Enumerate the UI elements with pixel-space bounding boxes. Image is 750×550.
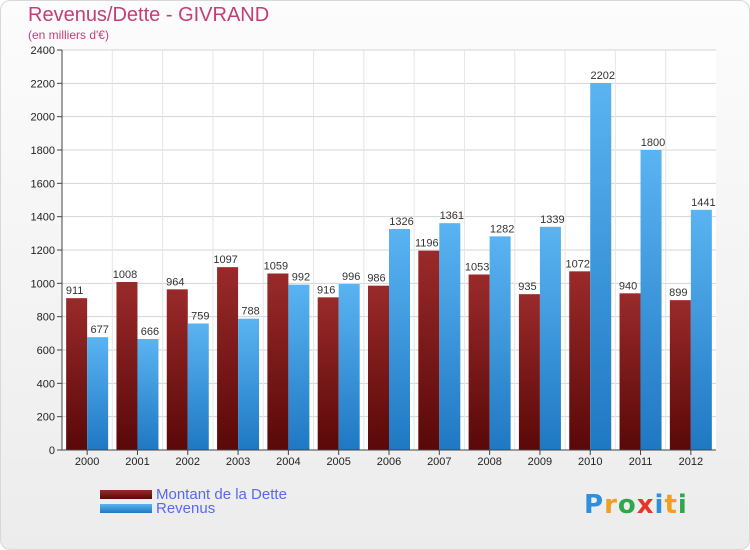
bar-revenue bbox=[489, 236, 511, 450]
legend-label-revenue: Revenus bbox=[156, 499, 216, 517]
y-tick-label: 1800 bbox=[31, 145, 55, 157]
legend-swatch-debt bbox=[100, 489, 152, 499]
logo-letter: x bbox=[636, 490, 655, 520]
data-label-revenue: 1326 bbox=[389, 216, 413, 228]
bar-debt bbox=[468, 274, 490, 450]
y-tick-label: 2000 bbox=[31, 112, 55, 124]
bar-debt bbox=[317, 297, 339, 450]
data-label-debt: 1059 bbox=[264, 261, 288, 273]
y-tick-label: 2400 bbox=[31, 45, 55, 57]
bar-revenue bbox=[640, 150, 662, 450]
data-label-debt: 986 bbox=[367, 273, 385, 285]
bar-debt bbox=[518, 294, 540, 450]
data-label-revenue: 666 bbox=[141, 326, 159, 338]
data-label-revenue: 1339 bbox=[540, 214, 564, 226]
bar-debt bbox=[569, 271, 591, 450]
data-label-revenue: 759 bbox=[191, 311, 209, 323]
bar-debt bbox=[418, 250, 440, 450]
bar-revenue bbox=[187, 323, 209, 450]
data-label-debt: 1072 bbox=[565, 258, 589, 270]
bar-debt bbox=[66, 298, 88, 450]
data-label-debt: 940 bbox=[619, 280, 637, 292]
bar-revenue bbox=[389, 229, 410, 450]
y-tick-label: 1400 bbox=[31, 212, 55, 224]
bar-debt bbox=[166, 289, 188, 450]
bar-revenue bbox=[87, 337, 109, 450]
data-label-revenue: 2202 bbox=[590, 70, 614, 82]
logo-letter: t bbox=[664, 490, 678, 520]
logo-letter: r bbox=[604, 490, 618, 520]
y-tick-label: 1000 bbox=[31, 278, 55, 290]
data-label-debt: 935 bbox=[518, 281, 536, 293]
x-tick-label: 2004 bbox=[276, 456, 300, 468]
bar-revenue bbox=[238, 318, 260, 450]
data-label-debt: 964 bbox=[166, 276, 184, 288]
data-label-revenue: 992 bbox=[292, 272, 310, 284]
bar-revenue bbox=[288, 284, 310, 450]
y-tick-label: 2200 bbox=[31, 78, 55, 90]
x-tick-label: 2003 bbox=[226, 456, 250, 468]
y-tick-label: 200 bbox=[37, 412, 55, 424]
x-tick-label: 2001 bbox=[125, 456, 149, 468]
x-tick-label: 2006 bbox=[377, 456, 401, 468]
data-label-debt: 911 bbox=[66, 285, 84, 297]
logo-letter: o bbox=[617, 490, 637, 520]
logo-letter: i bbox=[677, 490, 688, 520]
bar-revenue bbox=[539, 226, 561, 450]
bar-revenue bbox=[590, 83, 612, 450]
data-label-revenue: 1361 bbox=[440, 210, 464, 222]
bar-revenue bbox=[137, 339, 159, 450]
bar-debt bbox=[267, 273, 289, 450]
chart-subtitle: (en milliers d'€) bbox=[28, 28, 109, 42]
y-tick-label: 0 bbox=[49, 445, 55, 457]
chart-title: Revenus/Dette - GIVRAND bbox=[28, 4, 270, 26]
data-label-debt: 1196 bbox=[415, 238, 439, 250]
data-label-revenue: 996 bbox=[342, 271, 360, 283]
logo-letter: i bbox=[654, 490, 665, 520]
data-label-revenue: 677 bbox=[90, 324, 108, 336]
proxiti-logo: P r o x i t i bbox=[584, 490, 688, 520]
bar-debt bbox=[116, 282, 138, 450]
data-label-revenue: 788 bbox=[241, 306, 259, 318]
bar-revenue bbox=[439, 223, 461, 450]
bar-debt bbox=[368, 285, 389, 450]
logo-letter: P bbox=[584, 490, 605, 520]
data-label-revenue: 1800 bbox=[641, 137, 665, 149]
legend-label-debt: Montant de la Dette bbox=[156, 485, 287, 503]
x-tick-label: 2012 bbox=[679, 456, 703, 468]
y-tick-label: 800 bbox=[37, 312, 55, 324]
x-tick-label: 2005 bbox=[326, 456, 350, 468]
y-tick-label: 600 bbox=[37, 345, 55, 357]
bar-debt bbox=[619, 293, 641, 450]
x-tick-label: 2011 bbox=[629, 456, 653, 468]
y-tick-label: 1600 bbox=[31, 178, 55, 190]
data-label-debt: 1053 bbox=[465, 262, 489, 274]
data-label-debt: 1008 bbox=[113, 269, 137, 281]
x-tick-label: 2002 bbox=[176, 456, 200, 468]
y-tick-label: 400 bbox=[37, 378, 55, 390]
bar-debt bbox=[669, 300, 691, 450]
x-tick-label: 2007 bbox=[427, 456, 451, 468]
legend-swatch-revenue bbox=[100, 503, 152, 513]
legend-item-debt: Montant de la Dette bbox=[100, 485, 287, 503]
data-label-debt: 916 bbox=[317, 284, 335, 296]
x-tick-label: 2010 bbox=[578, 456, 602, 468]
data-label-revenue: 1282 bbox=[490, 223, 514, 235]
y-tick-label: 1200 bbox=[31, 245, 55, 257]
bar-debt bbox=[217, 267, 239, 450]
legend-item-revenue: Revenus bbox=[100, 499, 216, 517]
bar-revenue bbox=[690, 209, 712, 450]
x-tick-label: 2008 bbox=[477, 456, 501, 468]
bar-revenue bbox=[338, 284, 360, 450]
x-tick-label: 2000 bbox=[75, 456, 99, 468]
data-label-revenue: 1441 bbox=[691, 197, 715, 209]
x-tick-label: 2009 bbox=[528, 456, 552, 468]
data-label-debt: 1097 bbox=[213, 254, 237, 266]
data-label-debt: 899 bbox=[669, 287, 687, 299]
